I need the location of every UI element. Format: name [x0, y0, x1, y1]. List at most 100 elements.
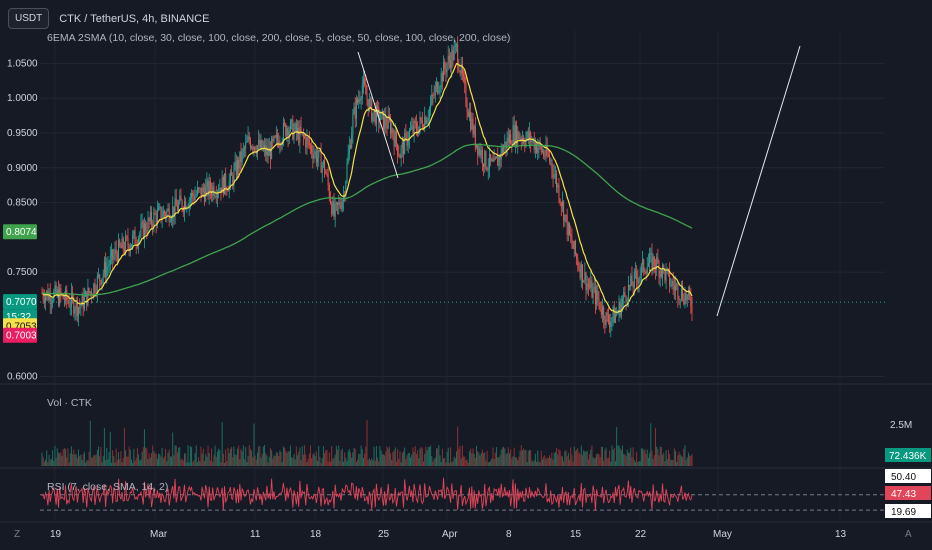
candle-body [73, 297, 75, 314]
candle-body [411, 125, 413, 129]
volume-bar [300, 460, 302, 466]
volume-bar [280, 452, 282, 466]
volume-bar [545, 459, 547, 466]
rsi-label[interactable]: RSI (7, close, SMA, 14, 2) [47, 481, 169, 493]
candle-body [355, 99, 357, 119]
candle-body [249, 140, 251, 149]
volume-bar [411, 454, 413, 466]
candle-body [683, 299, 685, 305]
volume-bar [46, 450, 48, 466]
rsi-lower-tag: 19.69 [891, 507, 916, 518]
volume-bar [56, 448, 58, 466]
candle-body [242, 148, 244, 151]
candle-body [224, 173, 226, 195]
volume-bar [690, 456, 692, 466]
candle-body [586, 283, 588, 291]
candle-body [444, 62, 446, 70]
candle-body [123, 249, 125, 252]
volume-bar [618, 445, 620, 466]
volume-bar [587, 459, 589, 466]
candle-body [171, 218, 173, 222]
volume-bar [65, 449, 67, 466]
volume-bar [118, 452, 120, 466]
candle-body [351, 133, 353, 149]
volume-bar [602, 446, 604, 466]
volume-bar [233, 446, 235, 466]
chart-header: USDT CTK / TetherUS, 4h, BINANCE [8, 8, 209, 29]
candle-body [256, 145, 258, 154]
candle-body [67, 299, 69, 302]
volume-bar [254, 455, 256, 466]
volume-bar [313, 453, 315, 466]
volume-bar [443, 458, 445, 466]
volume-bar [327, 461, 329, 466]
candle-body [90, 291, 92, 296]
candle-body [183, 201, 185, 212]
volume-bar [227, 447, 229, 466]
candle-body [453, 47, 455, 60]
volume-bar [325, 450, 327, 466]
currency-button[interactable]: USDT [8, 8, 50, 29]
candle-body [520, 138, 522, 141]
candle-body [374, 109, 376, 125]
rsi-line [41, 477, 693, 511]
volume-bar [430, 445, 432, 466]
volume-bar [92, 457, 94, 466]
volume-bar [479, 455, 481, 466]
candle-body [169, 221, 171, 222]
volume-bar [208, 452, 210, 466]
volume-bar [494, 452, 496, 466]
volume-bar [414, 446, 416, 466]
volume-bar [532, 461, 534, 466]
volume-bar [437, 448, 439, 466]
candle-body [606, 312, 608, 316]
candle-body [663, 264, 665, 270]
volume-bar [530, 450, 532, 466]
candle-body [350, 145, 352, 149]
candle-body [118, 240, 120, 261]
x-tick-label: Apr [442, 529, 458, 540]
candle-body [99, 274, 101, 281]
candle-body [571, 236, 573, 245]
candle-body [293, 129, 295, 140]
timezone-icon: Z [14, 529, 20, 540]
volume-bar [149, 457, 151, 466]
volume-bar [370, 460, 372, 466]
price-tick-label: 0.9000 [7, 163, 38, 174]
candle-body [392, 128, 394, 136]
candle-body [497, 156, 499, 166]
volume-bar [122, 457, 124, 466]
candle-body [386, 125, 388, 129]
volume-bar [98, 446, 100, 466]
candle-body [550, 160, 552, 162]
volume-bar [457, 426, 459, 466]
volume-bar [48, 454, 50, 466]
volume-bar [403, 451, 405, 466]
volume-bar [271, 450, 273, 466]
volume-bar [592, 457, 594, 466]
volume-bar [657, 448, 659, 466]
candle-body [328, 185, 330, 198]
candle-body [229, 172, 231, 181]
candle-body [458, 65, 460, 72]
volume-bar [391, 459, 393, 466]
volume-bar [633, 459, 635, 466]
candle-body [241, 150, 243, 163]
candle-body [626, 301, 628, 302]
volume-bar [286, 452, 288, 466]
volume-bar [577, 448, 579, 466]
candle-body [659, 270, 661, 278]
candle-body [464, 77, 466, 84]
candle-body [611, 317, 613, 322]
volume-bar [629, 452, 631, 466]
candle-body [623, 292, 625, 299]
volume-bar [622, 445, 624, 466]
volume-bar [650, 423, 652, 466]
volume-bar [385, 451, 387, 466]
candle-body [145, 223, 147, 232]
indicator-label[interactable]: 6EMA 2SMA (10, close, 30, close, 100, cl… [47, 32, 511, 44]
volume-label[interactable]: Vol · CTK [47, 397, 92, 409]
volume-bar [188, 462, 190, 466]
candle-body [347, 154, 349, 164]
